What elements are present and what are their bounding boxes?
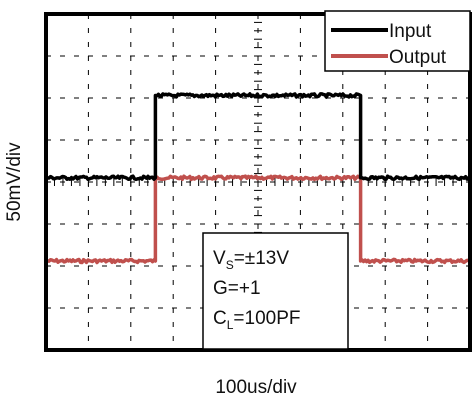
conditions-box xyxy=(202,232,349,350)
legend-box xyxy=(324,10,471,72)
condition-vs: VS=±13V xyxy=(213,248,289,272)
condition-cl-sub: L xyxy=(227,318,234,332)
legend-label-output: Output xyxy=(389,47,447,68)
trace-input xyxy=(45,92,471,182)
condition-vs-main: V xyxy=(213,248,226,269)
trace-output xyxy=(45,174,471,265)
condition-cl-value: =100PF xyxy=(233,308,300,329)
legend: Input Output xyxy=(324,10,471,72)
conditions-annotation: VS=±13V G=+1 CL=100PF xyxy=(202,232,349,350)
x-axis-label: 100us/div xyxy=(215,377,297,398)
legend-label-input: Input xyxy=(389,21,432,42)
condition-cl-main: C xyxy=(213,308,227,329)
traces xyxy=(45,92,471,265)
condition-vs-sub: S xyxy=(226,258,234,272)
condition-cl: CL=100PF xyxy=(213,308,301,332)
condition-gain-main: G=+1 xyxy=(213,278,261,299)
y-axis-label: 50mV/div xyxy=(4,142,25,222)
condition-vs-value: =±13V xyxy=(234,248,290,269)
plot-frame xyxy=(44,12,472,352)
condition-gain: G=+1 xyxy=(213,278,261,299)
